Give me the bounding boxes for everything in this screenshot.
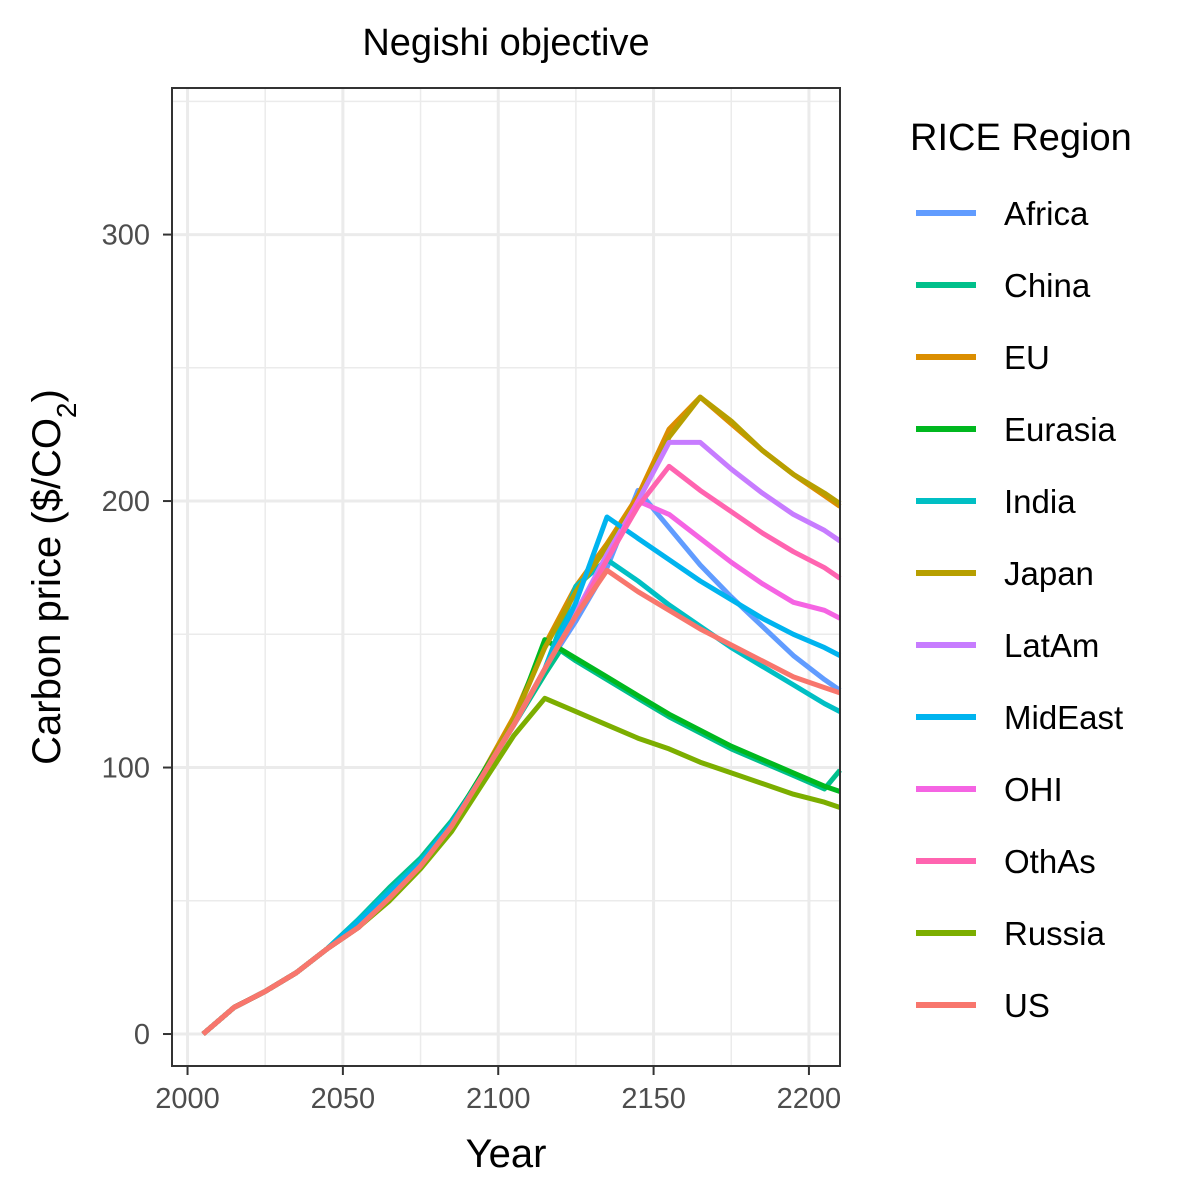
legend-item-eu: EU xyxy=(916,339,1050,376)
legend-label-china: China xyxy=(1004,267,1091,304)
y-axis-title-end: ) xyxy=(25,389,69,402)
plot-panel-border xyxy=(171,87,841,1067)
legend-title: RICE Region xyxy=(910,117,1132,159)
y-tick-label-0: 0 xyxy=(134,1019,150,1051)
chart-title: Negishi objective xyxy=(362,22,649,64)
series-line-russia xyxy=(201,695,841,1036)
legend-item-russia: Russia xyxy=(916,915,1106,952)
y-tick-label-300: 300 xyxy=(102,220,150,252)
x-tick-label-2100: 2100 xyxy=(466,1083,531,1115)
legend-item-mideast: MidEast xyxy=(916,699,1123,736)
legend-label-eurasia: Eurasia xyxy=(1004,411,1117,448)
legend-item-us: US xyxy=(916,987,1050,1024)
series-line-latam xyxy=(201,439,842,1036)
legend-item-china: China xyxy=(916,267,1091,304)
legend-item-japan: Japan xyxy=(916,555,1094,592)
series-lines xyxy=(201,394,842,1036)
legend-label-othas: OthAs xyxy=(1004,843,1096,880)
x-axis-title: Year xyxy=(466,1132,547,1176)
legend-label-latam: LatAm xyxy=(1004,627,1099,664)
legend-label-africa: Africa xyxy=(1004,195,1089,232)
legend-label-ohi: OHI xyxy=(1004,771,1063,808)
x-tick-label-2200: 2200 xyxy=(777,1083,842,1115)
y-axis-title: Carbon price ($/CO2) xyxy=(25,389,82,765)
x-tick-label-2000: 2000 xyxy=(155,1083,220,1115)
legend-item-othas: OthAs xyxy=(916,843,1096,880)
legend-items: Africa China EU Eurasia India Japan LatAm MidEa… xyxy=(916,195,1123,1024)
y-tick-label-100: 100 xyxy=(102,753,150,785)
series-line-us xyxy=(201,567,841,1036)
legend-item-india: India xyxy=(916,483,1076,520)
legend-label-japan: Japan xyxy=(1004,555,1094,592)
legend-label-eu: EU xyxy=(1004,339,1050,376)
legend: RICE Region Africa China EU Eurasia India Jap… xyxy=(910,117,1132,1024)
x-tick-label-2050: 2050 xyxy=(311,1083,376,1115)
legend-item-ohi: OHI xyxy=(916,771,1063,808)
legend-item-eurasia: Eurasia xyxy=(916,411,1117,448)
legend-label-russia: Russia xyxy=(1004,915,1106,952)
legend-label-mideast: MidEast xyxy=(1004,699,1123,736)
legend-item-latam: LatAm xyxy=(916,627,1099,664)
y-axis-title-main: Carbon price ($/CO xyxy=(25,418,69,765)
major-gridlines xyxy=(172,88,840,1066)
y-tick-label-200: 200 xyxy=(102,486,150,518)
minor-gridlines xyxy=(172,88,840,1066)
y-axis-title-subscript: 2 xyxy=(51,402,82,418)
x-axis: 2000 2050 2100 2150 2200 xyxy=(155,1066,841,1115)
legend-label-us: US xyxy=(1004,987,1050,1024)
series-line-india xyxy=(201,557,842,1036)
y-axis: 0 100 200 300 xyxy=(102,220,172,1051)
legend-item-africa: Africa xyxy=(916,195,1089,232)
x-tick-label-2150: 2150 xyxy=(621,1083,686,1115)
legend-label-india: India xyxy=(1004,483,1076,520)
